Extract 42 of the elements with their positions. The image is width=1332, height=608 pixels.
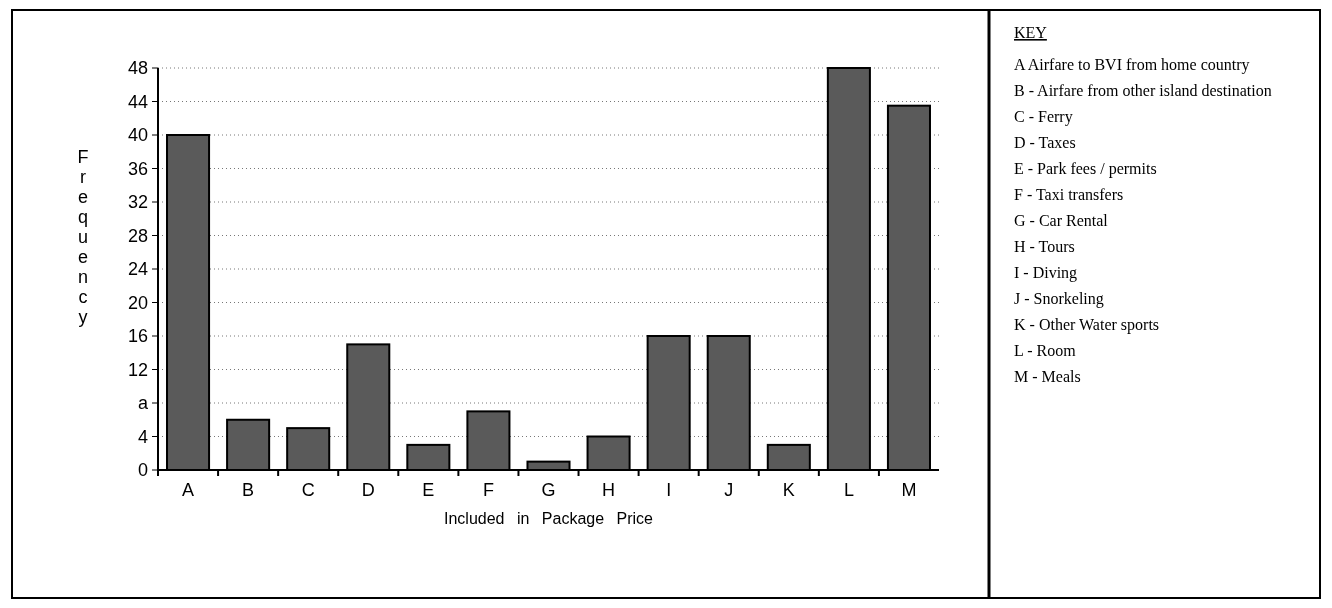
x-tick-label: E <box>422 480 435 500</box>
text: H - Tours <box>1014 238 1075 255</box>
text: I - Diving <box>1014 264 1078 282</box>
text: C - Ferry <box>1014 108 1073 126</box>
y-tick-label: a <box>137 393 149 414</box>
x-tick-label: D <box>361 480 375 500</box>
text: D - Taxes <box>1014 134 1076 151</box>
y-tick-label: 24 <box>127 259 148 280</box>
y-tick-label: 44 <box>127 91 148 112</box>
x-tick-label: I <box>666 480 672 500</box>
x-tick-label: K <box>782 480 795 500</box>
text: L - Room <box>1014 342 1077 359</box>
x-axis-title: Included in Package Price <box>444 510 654 527</box>
x-tick-label: A <box>182 480 195 500</box>
x-tick-label: G <box>541 480 556 500</box>
text: M - Meals <box>1014 368 1081 385</box>
x-tick-label: M <box>901 480 917 500</box>
text: E - Park fees / permits <box>1014 160 1157 178</box>
y-tick-label: 4 <box>137 426 148 447</box>
y-tick-label: 12 <box>127 359 148 380</box>
text: B - Airfare from other island destination <box>1014 82 1272 99</box>
x-tick-label: H <box>602 480 616 500</box>
y-tick-label: 28 <box>127 225 148 246</box>
text: A Airfare to BVI from home country <box>1014 56 1250 74</box>
y-tick-label: 36 <box>127 158 148 179</box>
text: Frequency <box>77 147 89 327</box>
x-tick-label: L <box>843 480 854 500</box>
x-tick-label: C <box>301 480 315 500</box>
text: K - Other Water sports <box>1014 316 1160 334</box>
text: KEY <box>1014 24 1048 41</box>
y-tick-label: 32 <box>127 192 148 213</box>
x-tick-label: F <box>482 480 494 500</box>
text: G - Car Rental <box>1014 212 1109 229</box>
x-tick-label: J <box>724 480 734 500</box>
y-tick-label: 0 <box>137 460 148 481</box>
text: J - Snorkeling <box>1014 290 1104 308</box>
y-tick-label: 16 <box>127 326 148 347</box>
x-tick-label: B <box>242 480 255 500</box>
text: F - Taxi transfers <box>1014 186 1124 203</box>
y-tick-label: 40 <box>127 125 148 146</box>
y-tick-label: 48 <box>127 58 148 79</box>
y-tick-label: 20 <box>127 292 148 313</box>
